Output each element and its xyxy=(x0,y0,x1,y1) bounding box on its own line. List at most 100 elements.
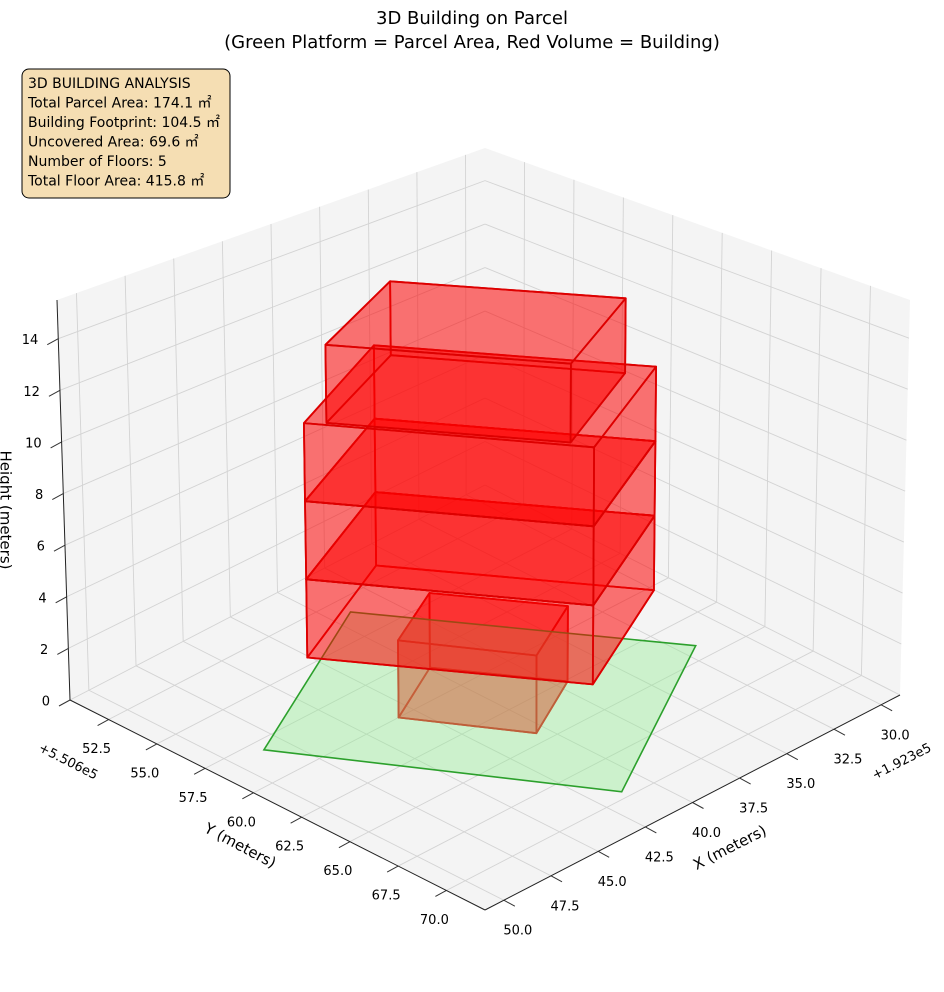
tick-mark xyxy=(242,792,254,800)
axis-line xyxy=(484,694,901,911)
x-tick-label: 47.5 xyxy=(551,899,580,914)
grid-line xyxy=(812,268,822,652)
x-tick-label: 40.0 xyxy=(692,826,721,841)
grid-line xyxy=(465,494,882,706)
info-line: Total Parcel Area: 174.1 ㎡ xyxy=(27,96,212,112)
y-tick-label: 70.0 xyxy=(420,913,449,928)
tick-mark xyxy=(880,704,893,712)
grid-line xyxy=(418,518,835,730)
right-pane xyxy=(485,148,910,695)
parcel xyxy=(262,611,697,793)
x-tick-label: 32.5 xyxy=(834,753,863,768)
grid-line xyxy=(221,241,231,617)
tick-mark xyxy=(58,699,71,707)
grid-line xyxy=(764,250,773,627)
grid-line xyxy=(324,567,740,779)
info-line: Uncovered Area: 69.6 ㎡ xyxy=(28,135,199,151)
grid-line xyxy=(484,484,901,696)
grid-line xyxy=(124,275,137,666)
grid-line xyxy=(59,223,486,391)
tick-mark xyxy=(50,441,62,449)
chart-title: 3D Building on Parcel xyxy=(376,8,568,29)
grid-line xyxy=(58,180,486,340)
tick-mark xyxy=(55,596,67,604)
grid-line xyxy=(484,354,905,543)
grid-line xyxy=(301,601,717,818)
tick-mark xyxy=(97,719,109,726)
grid-line xyxy=(484,441,902,645)
floor-side-face xyxy=(302,422,595,528)
grid-line xyxy=(270,223,278,593)
grid-line xyxy=(319,206,326,569)
tick-mark xyxy=(48,389,61,397)
info-line: 3D BUILDING ANALYSIS xyxy=(28,76,191,92)
x-offset-label: +1.923e5 xyxy=(870,741,934,784)
tick-mark xyxy=(47,338,59,346)
grid-line xyxy=(349,626,766,843)
grid-line xyxy=(716,232,723,603)
axis-line xyxy=(69,699,486,911)
z-axis-label: Height (meters) xyxy=(0,451,15,570)
grid-line xyxy=(484,223,908,390)
grid-line xyxy=(860,285,871,676)
grid-line xyxy=(571,179,575,529)
tick-mark xyxy=(386,865,399,873)
floor-side-face xyxy=(324,343,572,444)
tick-mark xyxy=(503,899,516,907)
grid-line xyxy=(66,397,486,598)
info-box xyxy=(21,68,231,199)
y-tick-label: 57.5 xyxy=(179,791,208,806)
z-tick-label: 14 xyxy=(22,333,39,348)
grid-line xyxy=(367,189,373,544)
tick-mark xyxy=(833,728,846,736)
z-tick-label: 12 xyxy=(23,385,40,400)
grid-line xyxy=(61,267,486,443)
info-lines: 3D BUILDING ANALYSIS Total Parcel Area: 1… xyxy=(27,76,220,190)
y-tick-label: 65.0 xyxy=(323,864,352,879)
scene xyxy=(47,148,910,911)
z-tick-label: 6 xyxy=(37,540,45,555)
grid-line xyxy=(64,354,486,546)
y-tick-label: 60.0 xyxy=(227,815,256,830)
tick-mark xyxy=(435,890,447,897)
left-pane xyxy=(57,148,485,700)
grid-line xyxy=(523,162,525,505)
tick-mark xyxy=(193,767,206,775)
x-tick-label: 45.0 xyxy=(598,875,627,890)
info-line: Building Footprint: 104.5 ㎡ xyxy=(28,115,220,131)
tick-mark xyxy=(739,777,751,785)
grid-line xyxy=(173,258,184,642)
y-tick-label: 55.0 xyxy=(130,766,159,781)
grid-line xyxy=(108,504,524,720)
grid-line xyxy=(484,267,907,441)
chart-subtitle: (Green Platform = Parcel Area, Red Volum… xyxy=(224,32,720,53)
grid-line xyxy=(88,689,505,901)
x-tick-label: 35.0 xyxy=(786,777,815,792)
z-tick-label: 2 xyxy=(40,643,48,658)
x-tick-label: 50.0 xyxy=(503,924,532,939)
tick-mark xyxy=(145,743,158,751)
tick-mark xyxy=(338,841,351,849)
z-tick-label: 8 xyxy=(35,488,43,503)
grid-line xyxy=(446,675,862,891)
tick-mark xyxy=(57,647,69,655)
grid-line xyxy=(182,640,599,852)
z-tick-label: 4 xyxy=(38,591,46,606)
tick-mark xyxy=(786,753,799,761)
z-tick-label: 10 xyxy=(25,436,42,451)
grid-line xyxy=(68,441,486,649)
tick-mark xyxy=(550,875,563,883)
tick-mark xyxy=(52,493,64,500)
grid-line xyxy=(277,592,693,803)
grid-line xyxy=(619,197,624,554)
tick-mark xyxy=(645,826,657,834)
x-tick-label: 37.5 xyxy=(739,802,768,817)
tick-mark xyxy=(597,850,610,858)
grid-line xyxy=(484,310,906,492)
x-tick-label: 30.0 xyxy=(881,728,910,743)
tick-mark xyxy=(692,802,704,809)
info-line: Total Floor Area: 415.8 ㎡ xyxy=(27,174,204,190)
info-line: Number of Floors: 5 xyxy=(28,154,167,170)
grid-line xyxy=(397,650,814,867)
